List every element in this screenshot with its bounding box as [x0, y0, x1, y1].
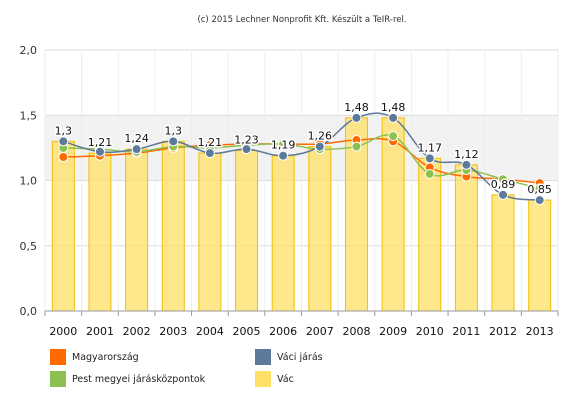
- legend-item[interactable]: Vác: [255, 371, 294, 387]
- series-point: [351, 112, 362, 123]
- y-tick-label: 2,0: [20, 44, 38, 57]
- bar: [51, 140, 75, 312]
- series-point: [131, 144, 142, 155]
- series-point: [58, 152, 69, 163]
- chart-credit: (c) 2015 Lechner Nonprofit Kft. Készült …: [197, 14, 406, 25]
- axes: 0,0 0,5 1,0 1,5 2,0 2000 2001 2002 2003 2004 2005 2…: [20, 44, 559, 338]
- data-label: 1,21: [198, 136, 223, 149]
- gridlines: [44, 49, 559, 312]
- series-point: [461, 159, 472, 170]
- data-label: 1,3: [55, 124, 73, 137]
- legend-label: Pest megyei járásközpontok: [72, 373, 206, 385]
- series-point: [351, 141, 362, 152]
- y-tick-label: 0,0: [20, 305, 38, 318]
- data-label: 1,48: [381, 101, 406, 114]
- bar: [161, 140, 185, 312]
- series-point: [534, 183, 545, 194]
- line-points: [58, 112, 545, 206]
- series-point: [388, 131, 399, 142]
- bar-series: [51, 117, 552, 312]
- bar: [528, 199, 552, 312]
- series-point: [278, 150, 289, 161]
- x-tick-label: 2009: [379, 325, 407, 338]
- bar: [88, 152, 112, 312]
- bar: [454, 164, 478, 312]
- bar: [491, 194, 515, 312]
- legend-label: Vác: [277, 373, 294, 385]
- series-point: [241, 144, 252, 155]
- legend-item[interactable]: Pest megyei járásközpontok: [50, 371, 205, 387]
- legend-swatch: [50, 349, 66, 365]
- legend-swatch: [50, 371, 66, 387]
- x-tick-label: 2007: [306, 325, 334, 338]
- x-tick-label: 2006: [269, 325, 297, 338]
- legend-label: Váci járás: [277, 351, 323, 363]
- x-tick-label: 2011: [452, 325, 480, 338]
- series-point: [204, 148, 215, 159]
- y-tick-label: 1,0: [20, 175, 38, 188]
- series-point: [314, 141, 325, 152]
- bar: [235, 149, 259, 312]
- data-label: 1,12: [454, 148, 479, 161]
- data-label: 1,23: [234, 133, 259, 146]
- data-label: 1,21: [88, 136, 113, 149]
- data-label: 1,26: [308, 130, 333, 143]
- data-label: 0,89: [491, 178, 516, 191]
- bar: [418, 157, 442, 312]
- data-label: 1,19: [271, 139, 296, 152]
- data-label: 0,85: [527, 183, 552, 196]
- x-tick-label: 2004: [196, 325, 224, 338]
- x-tick-label: 2010: [416, 325, 444, 338]
- legend-item[interactable]: Váci járás: [255, 349, 323, 365]
- x-tick-label: 2002: [123, 325, 151, 338]
- data-label: 1,24: [124, 132, 149, 145]
- x-tick-label: 2003: [159, 325, 187, 338]
- series-point: [498, 189, 509, 200]
- series-point: [168, 136, 179, 147]
- x-tick-label: 2012: [489, 325, 517, 338]
- data-label: 1,17: [418, 141, 443, 154]
- chart: (c) 2015 Lechner Nonprofit Kft. Készült …: [20, 14, 559, 338]
- bar: [308, 146, 332, 312]
- x-tick-label: 2000: [49, 325, 77, 338]
- bar: [198, 152, 222, 312]
- series-point: [58, 136, 69, 147]
- legend-item[interactable]: Magyarország: [50, 349, 139, 365]
- data-label: 1,3: [165, 124, 183, 137]
- series-point: [424, 168, 435, 179]
- data-label: 1,48: [344, 101, 369, 114]
- series-point: [534, 195, 545, 206]
- x-tick-label: 2013: [526, 325, 554, 338]
- x-tick-label: 2001: [86, 325, 114, 338]
- legend-swatch: [255, 349, 271, 365]
- series-point: [278, 138, 289, 149]
- bar: [125, 148, 149, 312]
- x-tick-label: 2005: [233, 325, 261, 338]
- legend-label: Magyarország: [72, 351, 139, 363]
- x-tick-label: 2008: [342, 325, 370, 338]
- bar: [271, 155, 295, 312]
- bar: [381, 117, 405, 312]
- y-tick-label: 0,5: [20, 240, 38, 253]
- legend: Magyarország Váci járás Pest megyei járásk…: [50, 349, 570, 393]
- data-labels: 1,3 1,21 1,24 1,3 1,21 1,23 1,19 1,26 1,48 1,48 1,…: [53, 99, 553, 197]
- series-point: [424, 153, 435, 164]
- series-point: [388, 112, 399, 123]
- y-tick-label: 1,5: [20, 109, 38, 122]
- series-point: [498, 174, 509, 185]
- series-point: [94, 146, 105, 157]
- legend-swatch: [255, 371, 271, 387]
